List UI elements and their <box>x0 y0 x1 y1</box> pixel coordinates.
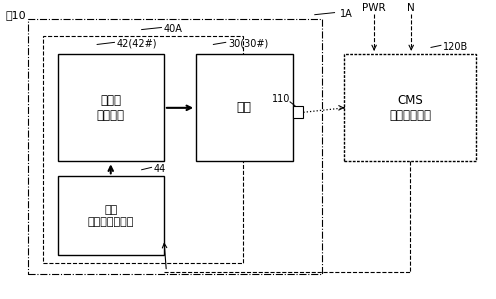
Text: 図10: 図10 <box>5 10 26 20</box>
Bar <box>293 106 304 118</box>
Text: 油圧
アクチュエータ: 油圧 アクチュエータ <box>88 205 134 227</box>
Bar <box>344 54 476 161</box>
Bar <box>28 19 322 274</box>
Bar <box>43 36 243 263</box>
Bar <box>58 176 164 255</box>
Text: 44: 44 <box>154 164 166 174</box>
Text: CMS
コントローラ: CMS コントローラ <box>389 94 431 122</box>
Bar <box>58 54 164 161</box>
Text: 42(42#): 42(42#) <box>117 39 157 49</box>
Text: 30(30#): 30(30#) <box>228 39 268 49</box>
Text: 軸受: 軸受 <box>237 101 252 114</box>
Text: N: N <box>407 3 415 13</box>
Bar <box>196 54 293 161</box>
Text: 負荷域
移動機構: 負荷域 移動機構 <box>97 94 125 122</box>
Text: PWR: PWR <box>362 3 386 13</box>
Text: 40A: 40A <box>164 24 183 34</box>
Text: 120B: 120B <box>443 42 469 52</box>
Text: 110: 110 <box>272 94 290 104</box>
Text: 1A: 1A <box>339 9 352 19</box>
